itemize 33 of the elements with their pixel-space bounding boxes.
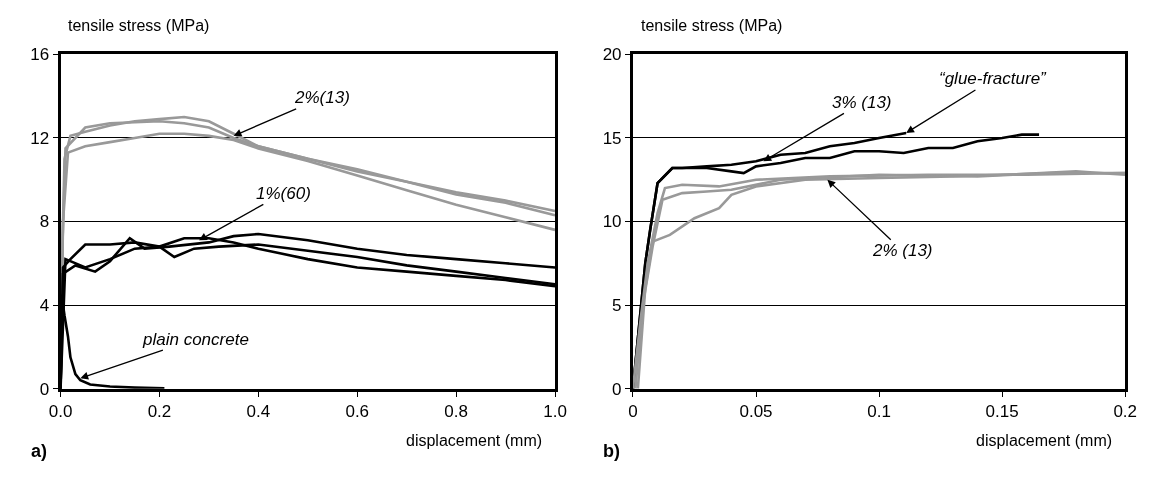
x-tick-label: 0.0 — [48, 402, 73, 422]
annotation: “glue-fracture” — [939, 69, 1048, 88]
x-tick-label: 0.15 — [985, 402, 1019, 422]
x-tick-label: 0.6 — [345, 402, 370, 422]
annotation: 1%(60) — [256, 184, 311, 203]
x-tick-label: 0.2 — [1113, 402, 1138, 422]
x-tick-label: 0.8 — [444, 402, 468, 422]
x-tick-label: 0 — [628, 402, 638, 422]
y-tick-label: 16 — [30, 45, 50, 65]
x-tick-label: 1.0 — [543, 402, 567, 422]
y-tick-label: 8 — [39, 212, 50, 232]
y-tick-label: 12 — [30, 128, 50, 148]
x-axis-title: displacement (mm) — [976, 432, 1113, 449]
y-tick-label: 10 — [602, 212, 622, 232]
x-tick-label: 0.4 — [246, 402, 271, 422]
y-tick-label: 5 — [612, 296, 622, 316]
y-tick-label: 0 — [612, 379, 622, 399]
text: a) — [31, 441, 48, 461]
x-tick-label: 0.2 — [147, 402, 172, 422]
y-axis-title: tensile stress (MPa) — [641, 17, 783, 34]
x-tick-label: 0.1 — [867, 402, 891, 422]
y-tick-label: 20 — [602, 45, 622, 65]
y-tick-label: 15 — [602, 128, 622, 148]
annotation: 2%(13) — [294, 88, 350, 107]
annotation: plain concrete — [142, 330, 249, 349]
x-axis-title: displacement (mm) — [406, 432, 543, 449]
y-tick-label: 4 — [39, 296, 50, 316]
text: b) — [603, 441, 620, 461]
y-tick-label: 0 — [39, 379, 50, 399]
x-tick-label: 0.05 — [739, 402, 773, 422]
annotation: 2% (13) — [872, 241, 933, 260]
annotation: 3% (13) — [832, 93, 892, 112]
y-axis-title: tensile stress (MPa) — [68, 17, 210, 34]
